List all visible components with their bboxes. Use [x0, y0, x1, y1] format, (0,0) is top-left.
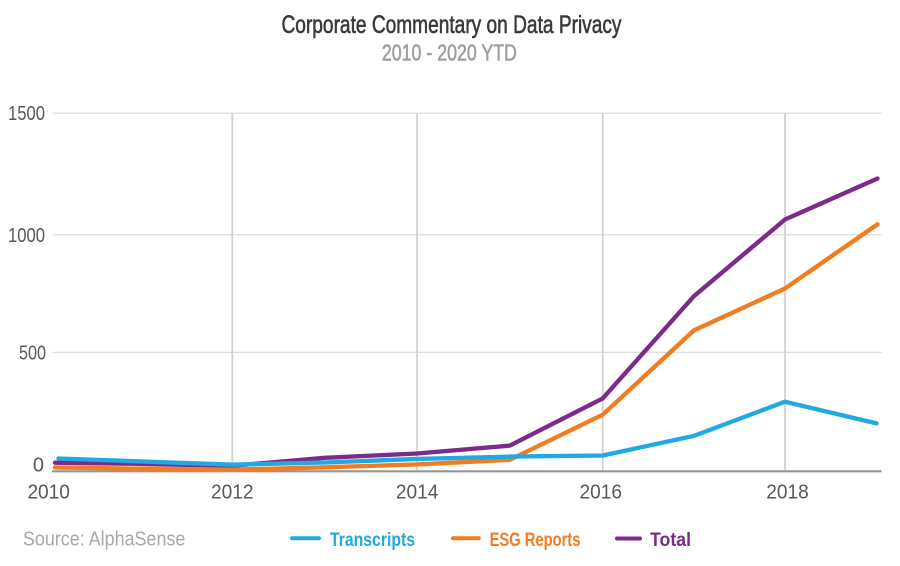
svg-text:1500: 1500: [8, 103, 45, 125]
svg-text:2014: 2014: [396, 481, 439, 503]
svg-text:2010 - 2020 YTD: 2010 - 2020 YTD: [382, 40, 517, 66]
svg-text:1000: 1000: [8, 225, 45, 247]
svg-text:Transcripts: Transcripts: [330, 529, 415, 551]
svg-text:2010: 2010: [27, 481, 70, 503]
svg-text:500: 500: [19, 343, 46, 365]
svg-text:2012: 2012: [211, 481, 254, 503]
svg-text:0: 0: [33, 455, 44, 477]
svg-text:ESG Reports: ESG Reports: [490, 529, 581, 551]
svg-text:Corporate Commentary on Data P: Corporate Commentary on Data Privacy: [282, 11, 622, 39]
svg-text:2016: 2016: [580, 481, 623, 503]
svg-text:2018: 2018: [766, 481, 809, 503]
svg-text:Source: AlphaSense: Source: AlphaSense: [23, 528, 186, 550]
svg-text:Total: Total: [650, 529, 691, 551]
